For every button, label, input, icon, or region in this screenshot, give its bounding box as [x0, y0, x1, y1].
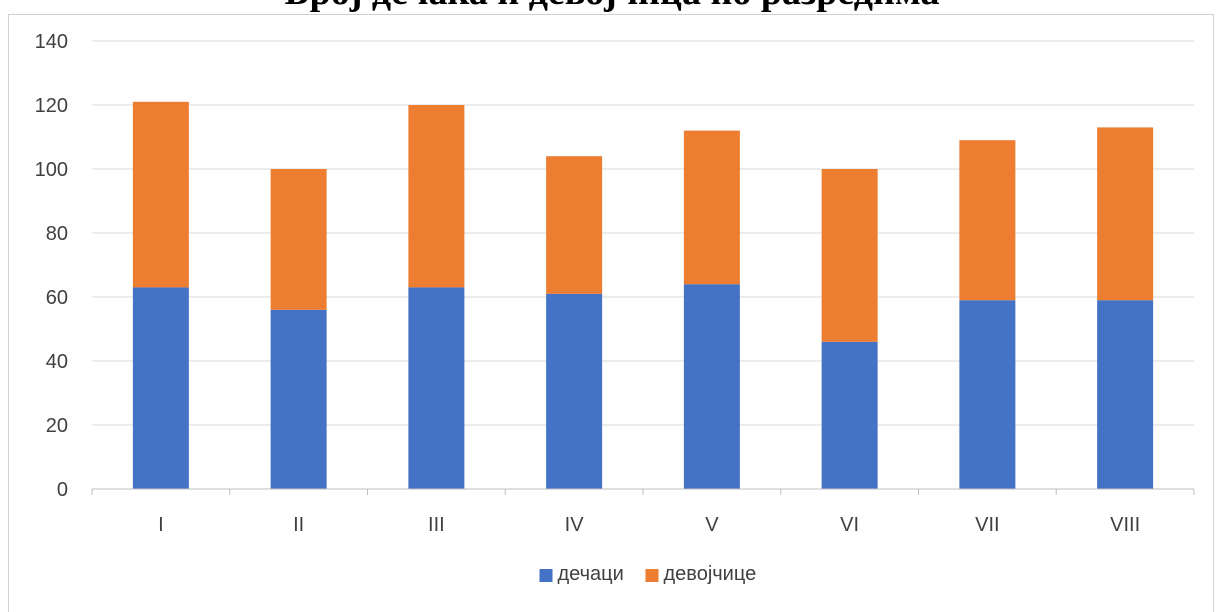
bar-девојчице-VI [821, 169, 878, 342]
y-tick-label: 40 [46, 351, 68, 373]
y-tick-label: 0 [57, 479, 68, 501]
x-tick-label: I [158, 514, 164, 536]
chart-frame [8, 14, 1214, 612]
bar-дечаци-V [683, 284, 740, 489]
x-tick-label: V [705, 514, 719, 536]
bar-дечаци-VI [821, 341, 878, 489]
bar-девојчице-II [270, 169, 327, 310]
x-tick-label: IV [565, 514, 585, 536]
x-tick-label: II [293, 514, 304, 536]
bar-дечаци-VII [959, 300, 1016, 489]
y-tick-label: 80 [46, 223, 68, 245]
bar-дечаци-VIII [1097, 300, 1154, 489]
y-tick-label: 100 [35, 159, 68, 181]
y-tick-label: 120 [35, 95, 68, 117]
bar-дечаци-I [132, 287, 189, 489]
legend-swatch-девојчице [645, 569, 659, 582]
legend-swatch-дечаци [539, 569, 553, 582]
y-tick-label: 140 [35, 31, 68, 53]
bar-девојчице-VIII [1097, 127, 1154, 301]
chart-title: Број дечака и девојчица по разредима [0, 0, 1224, 14]
x-tick-label: VII [975, 514, 999, 536]
bar-дечаци-II [270, 309, 327, 489]
x-tick-label: VI [840, 514, 859, 536]
bar-дечаци-IV [546, 293, 603, 489]
legend-label-дечаци: дечаци [558, 563, 624, 585]
bar-девојчице-V [683, 130, 740, 285]
y-tick-label: 20 [46, 415, 68, 437]
bar-девојчице-III [408, 105, 465, 288]
grid-layer [92, 40, 1194, 426]
legend-label-девојчице: девојчице [664, 563, 757, 585]
bar-дечаци-III [408, 287, 465, 489]
y-tick-label: 60 [46, 287, 68, 309]
bars-layer [132, 101, 1154, 489]
legend: дечаци девојчице [539, 563, 757, 585]
x-tick-label: VIII [1110, 514, 1140, 536]
bar-девојчице-IV [546, 156, 603, 294]
bar-девојчице-VII [959, 140, 1016, 301]
bar-девојчице-I [132, 101, 189, 288]
x-tick-label: III [428, 514, 445, 536]
